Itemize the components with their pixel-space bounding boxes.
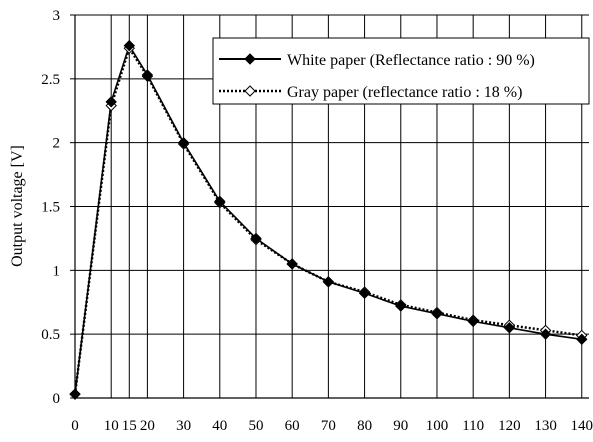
x-tick-label: 20 <box>140 418 155 434</box>
axes <box>70 14 589 399</box>
legend-marker-gray <box>244 85 256 97</box>
legend-label-white: White paper (Reflectance ratio : 90 %) <box>287 52 535 69</box>
white-paper-point <box>358 287 371 300</box>
x-tick-label: 0 <box>71 418 79 434</box>
white-paper-point <box>123 39 136 52</box>
series-layer <box>69 39 588 400</box>
white-paper-point <box>539 328 552 340</box>
y-axis-title: Output voltage [V] <box>9 145 26 267</box>
x-tick-label: 120 <box>498 418 521 434</box>
x-tick-label: 100 <box>426 418 449 434</box>
x-tick-label: 60 <box>285 418 300 434</box>
white-paper-point <box>177 136 190 149</box>
y-tick-label: 3 <box>53 8 61 24</box>
y-tick-label: 0.5 <box>41 327 60 343</box>
white-paper-point <box>576 333 588 345</box>
y-tick-label: 2.5 <box>41 72 60 88</box>
x-tick-label: 30 <box>176 418 191 434</box>
x-tick-label: 40 <box>212 418 227 434</box>
white-paper-point <box>286 258 298 270</box>
legend-box <box>212 37 590 105</box>
white-paper-point <box>395 300 407 312</box>
legend-label-gray: Gray paper (reflectance ratio : 18 %) <box>287 84 522 101</box>
x-tick-label: 110 <box>462 418 484 434</box>
y-tick-label: 1.5 <box>41 200 60 216</box>
white-paper-point <box>141 69 154 81</box>
y-tick-label: 0 <box>53 391 61 407</box>
white-paper-point <box>503 322 516 334</box>
white-paper-point <box>467 315 479 328</box>
white-paper-point <box>250 232 262 245</box>
x-tick-label: 70 <box>321 418 336 434</box>
white-paper-point <box>431 308 443 320</box>
tick-labels: 0 10 15 20 30 40 50 60 70 80 90 100 110 120 130 140 0 0.5… <box>41 8 593 434</box>
x-tick-label: 130 <box>534 418 557 434</box>
x-tick-label: 10 <box>104 418 119 434</box>
x-tick-label: 15 <box>122 418 137 434</box>
x-tick-label: 90 <box>393 418 408 434</box>
white-paper-point <box>322 276 335 288</box>
legend-marker-white <box>244 53 256 65</box>
x-tick-label: 80 <box>357 418 372 434</box>
x-tick-label: 140 <box>571 418 593 434</box>
legend: White paper (Reflectance ratio : 90 %) G… <box>212 37 590 105</box>
y-tick-label: 2 <box>53 136 61 152</box>
x-tick-label: 50 <box>248 418 263 434</box>
y-tick-label: 1 <box>53 263 61 279</box>
white-paper-point <box>69 388 81 400</box>
white-paper-line <box>74 43 582 395</box>
white-paper-point <box>214 195 226 208</box>
white-paper-point <box>105 96 117 108</box>
